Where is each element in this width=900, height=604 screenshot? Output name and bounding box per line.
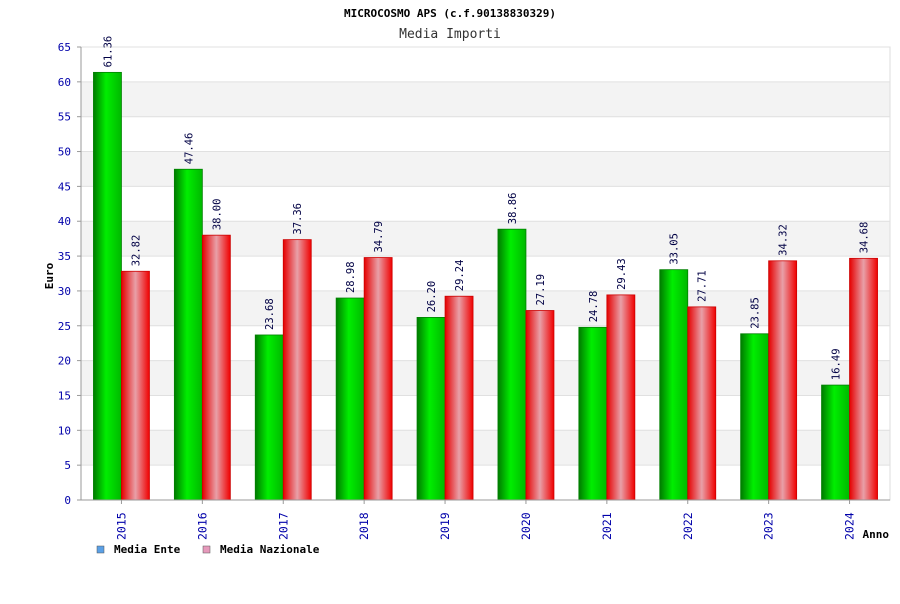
bar-media-nazionale-2015 xyxy=(121,270,150,501)
plot-band xyxy=(81,186,890,222)
data-label: 27.71 xyxy=(697,270,709,302)
x-tick-label: 2018 xyxy=(357,512,371,540)
plot-band xyxy=(81,81,890,117)
y-tick-label: 55 xyxy=(58,111,71,124)
data-label: 29.24 xyxy=(454,260,466,292)
bar-media-nazionale-2024 xyxy=(849,257,878,501)
y-tick-label: 40 xyxy=(58,215,71,228)
y-tick-label: 60 xyxy=(58,76,71,89)
plot-band xyxy=(81,47,890,82)
x-tick-label: 2023 xyxy=(762,512,776,540)
data-label: 38.00 xyxy=(211,199,223,231)
x-tick-label: 2022 xyxy=(681,512,695,540)
data-label: 29.43 xyxy=(616,258,628,290)
data-label: 27.19 xyxy=(535,274,547,306)
y-tick-label: 50 xyxy=(58,146,71,159)
y-tick-label: 15 xyxy=(58,389,71,402)
data-label: 26.20 xyxy=(426,281,438,313)
bar-media-nazionale-2016 xyxy=(201,234,231,501)
bar-media-ente-2023 xyxy=(740,333,770,501)
bar-media-ente-2024 xyxy=(821,384,850,501)
y-tick-label: 0 xyxy=(64,494,71,507)
x-tick-label: 2016 xyxy=(195,512,209,540)
bar-media-ente-2017 xyxy=(254,334,284,501)
bar-labels: 61.36 32.82 47.46 38.00 23.68 37.36 28.98 34.79… xyxy=(102,36,870,380)
bar-media-nazionale-2020 xyxy=(525,310,555,501)
legend-label-media-ente: Media Ente xyxy=(114,543,181,556)
bar-media-nazionale-2018 xyxy=(363,257,393,501)
data-label: 47.46 xyxy=(183,133,195,165)
bar-media-ente-2016 xyxy=(173,168,203,501)
bar-media-ente-2022 xyxy=(659,269,689,501)
data-label: 38.86 xyxy=(507,193,519,225)
y-tick-label: 5 xyxy=(64,459,71,472)
x-tick-label: 2020 xyxy=(519,512,533,540)
data-label: 32.82 xyxy=(130,235,142,267)
data-label: 61.36 xyxy=(102,36,114,68)
data-label: 34.79 xyxy=(373,221,385,253)
bar-media-nazionale-2021 xyxy=(606,294,636,501)
y-tick-label: 10 xyxy=(58,424,71,437)
y-axis-label: Euro xyxy=(43,262,56,289)
x-tick-label: 2019 xyxy=(438,512,452,540)
bar-media-ente-2018 xyxy=(335,297,365,501)
bar-media-nazionale-2022 xyxy=(687,306,717,501)
chart-subtitle: Media Importi xyxy=(399,27,501,42)
x-tick-label: 2021 xyxy=(600,512,614,540)
data-label: 23.68 xyxy=(264,298,276,330)
bar-media-ente-2015 xyxy=(93,71,122,501)
y-tick-label: 20 xyxy=(58,355,71,368)
data-label: 28.98 xyxy=(345,261,357,293)
data-label: 34.68 xyxy=(859,222,871,254)
x-tick-label: 2024 xyxy=(843,512,857,540)
x-tick-label: 2017 xyxy=(276,512,290,540)
x-tick-label: 2015 xyxy=(114,512,128,540)
data-label: 33.05 xyxy=(669,233,681,265)
bar-media-nazionale-2019 xyxy=(444,295,474,501)
y-tick-labels: 0 5 10 15 20 25 30 35 40 45 50 55 60 65 xyxy=(58,41,71,507)
data-label: 16.49 xyxy=(831,348,843,380)
x-axis-label: Anno xyxy=(863,528,890,541)
bar-media-nazionale-2023 xyxy=(768,260,798,501)
x-tick-labels: 2015 2016 2017 2018 2019 2020 2021 2022 2023 2024 xyxy=(114,512,856,540)
y-tick-label: 30 xyxy=(58,285,71,298)
legend-label-media-nazionale: Media Nazionale xyxy=(220,543,320,556)
legend-swatch-media-nazionale xyxy=(202,545,211,554)
bar-media-ente-2021 xyxy=(578,326,608,501)
data-label: 34.32 xyxy=(778,224,790,256)
plot-band xyxy=(81,151,890,187)
bar-media-nazionale-2017 xyxy=(282,239,312,501)
y-tick-label: 45 xyxy=(58,180,71,193)
data-label: 37.36 xyxy=(292,203,304,235)
legend-swatch-media-ente xyxy=(96,545,105,554)
bar-media-ente-2019 xyxy=(416,317,446,501)
chart-title: MICROCOSMO APS (c.f.90138830329) xyxy=(344,7,556,20)
y-tick-label: 65 xyxy=(58,41,71,54)
bars xyxy=(93,71,878,501)
bar-media-ente-2020 xyxy=(497,228,527,501)
axes xyxy=(77,46,890,504)
plot-band xyxy=(81,116,890,152)
data-label: 23.85 xyxy=(750,297,762,329)
legend: Media Ente Media Nazionale xyxy=(96,543,320,556)
y-tick-label: 25 xyxy=(58,320,71,333)
y-tick-label: 35 xyxy=(58,250,71,263)
data-label: 24.78 xyxy=(588,291,600,323)
